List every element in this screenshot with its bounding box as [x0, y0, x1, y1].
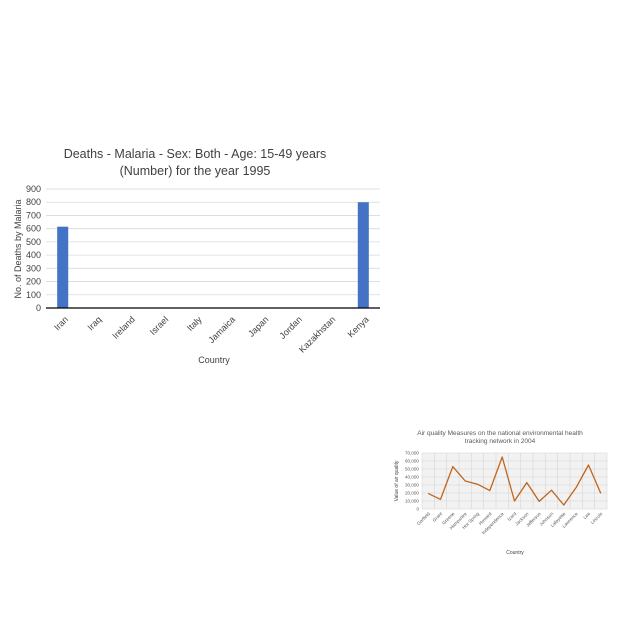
- chart2-y-tick-label: 70,000: [405, 451, 419, 456]
- chart1-y-tick-label: 800: [26, 197, 41, 207]
- chart2-x-tick-label: Izard: [506, 511, 517, 522]
- chart2-x-tick-label: Lincoln: [590, 511, 604, 525]
- chart1-gridlines: [46, 188, 380, 309]
- chart1-x-tick-label: Jordan: [277, 314, 304, 341]
- chart1-x-tick-label: Italy: [185, 314, 204, 333]
- chart2-y-tick-label: 30,000: [405, 483, 419, 488]
- chart1-title: Deaths - Malaria - Sex: Both - Age: 15-4…: [64, 147, 327, 161]
- chart2-series-line: [427, 456, 602, 506]
- bar-chart: Deaths - Malaria - Sex: Both - Age: 15-4…: [13, 147, 380, 365]
- chart1-x-tick-label: Japan: [246, 314, 270, 338]
- chart1-y-tick-label: 100: [26, 290, 41, 300]
- chart2-gridlines: [421, 452, 608, 510]
- chart1-x-tick-label: Kenya: [346, 314, 371, 339]
- chart1-y-axis-label: No. of Deaths by Malaria: [13, 199, 23, 298]
- chart2-y-tick-label: 20,000: [405, 491, 419, 496]
- chart1-y-tick-label: 600: [26, 224, 41, 234]
- chart2-y-tick-labels: 0 10,000 20,000 30,000 40,000 50,000 60,000 70,…: [405, 451, 420, 512]
- chart1-x-tick-label: Israel: [148, 314, 171, 337]
- chart1-x-tick-label: Ireland: [110, 314, 137, 341]
- chart1-x-tick-label: Kazakhstan: [297, 314, 337, 354]
- chart1-x-tick-label: Jamaica: [206, 314, 237, 345]
- chart1-subtitle: (Number) for the year 1995: [120, 164, 271, 178]
- chart2-x-axis-label: Country: [506, 550, 524, 556]
- chart1-y-tick-label: 400: [26, 250, 41, 260]
- chart2-y-tick-label: 40,000: [405, 475, 419, 480]
- chart2-y-axis-label: Value of air quality: [394, 460, 400, 501]
- chart1-y-tick-label: 500: [26, 237, 41, 247]
- chart2-x-tick-label: Garfield: [416, 511, 431, 526]
- chart1-x-tick-labels: Iran Iraq Ireland Israel Italy Jamaica Japan Jo…: [52, 314, 371, 355]
- chart1-y-tick-label: 300: [26, 263, 41, 273]
- chart1-y-tick-label: 900: [26, 184, 41, 194]
- chart1-x-tick-label: Iraq: [85, 314, 103, 332]
- chart2-x-tick-label: Lee: [582, 511, 591, 520]
- chart1-y-tick-labels: 0 100 200 300 400 500 600 700 800 900: [26, 184, 41, 313]
- chart2-y-tick-label: 50,000: [405, 467, 419, 472]
- chart2-subtitle: tracking network in 2004: [465, 438, 536, 445]
- chart2-title: Air quality Measures on the national env…: [417, 430, 583, 437]
- chart2-y-tick-label: 60,000: [405, 459, 419, 464]
- chart1-x-tick-label: Iran: [52, 314, 70, 332]
- chart2-y-tick-label: 0: [416, 507, 419, 512]
- chart1-bar: [57, 226, 69, 308]
- chart1-y-tick-label: 200: [26, 277, 41, 287]
- chart1-x-axis-label: Country: [198, 355, 230, 365]
- line-chart: Air quality Measures on the national env…: [394, 430, 608, 556]
- chart1-y-tick-label: 700: [26, 210, 41, 220]
- chart2-y-tick-label: 10,000: [405, 499, 419, 504]
- chart1-y-tick-label: 0: [36, 303, 41, 313]
- chart1-bars: [57, 202, 369, 308]
- chart1-bar: [357, 202, 369, 308]
